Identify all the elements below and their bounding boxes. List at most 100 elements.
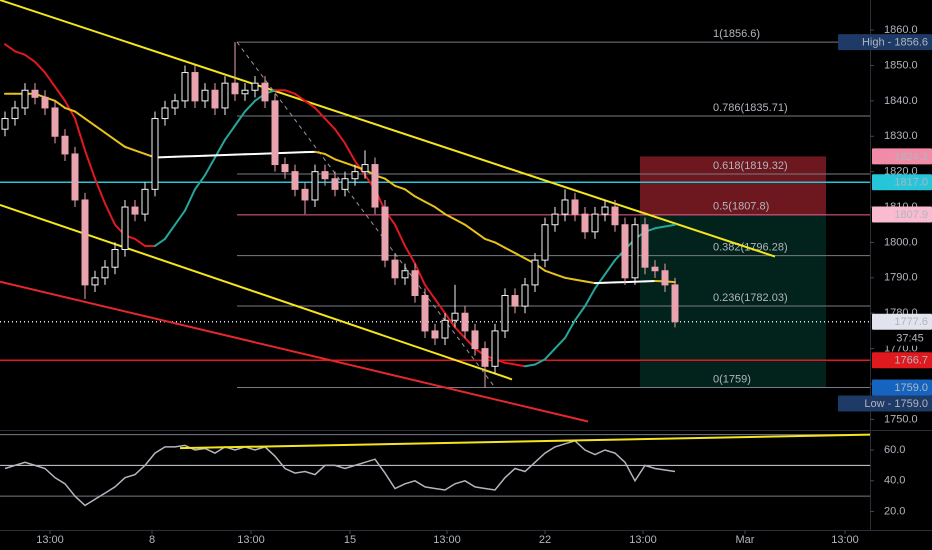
candle-body [391,259,399,279]
candle-body [551,213,559,226]
countdown-tag [872,330,932,346]
moving-average-segment [654,225,666,230]
candle-body [201,89,209,102]
candle-body [71,153,79,201]
candle-body [601,206,609,215]
moving-average-segment [574,278,586,283]
moving-average-segment [454,218,466,226]
moving-average-segment [244,99,256,113]
candle-body [441,319,449,339]
moving-average-segment [24,53,36,63]
moving-average-segment [554,273,566,279]
moving-average-segment [444,213,456,221]
moving-average-segment [54,85,66,102]
moving-average-segment [494,241,506,249]
fib-label: 0.5(1807.8) [713,201,769,213]
moving-average-segment [84,117,96,127]
moving-average-segment [304,99,316,109]
moving-average-segment [74,110,86,120]
moving-average-segment [174,209,186,226]
candle-body [661,270,669,286]
candle-body [81,199,89,286]
price-tag [872,174,932,191]
rsi-y-tick-label: 40.0 [884,475,905,487]
candle-body [561,199,569,215]
price-tag-label: 1777.6 [894,316,928,328]
moving-average-segment [504,361,516,366]
candle-body [411,270,419,297]
moving-average-segment [334,158,346,164]
price-tag-label: 1807.9 [894,209,928,221]
moving-average-segment [204,156,216,177]
trendline [0,0,776,258]
candle-body [471,330,479,350]
moving-average-segment [394,223,406,247]
candle-body [401,270,409,279]
moving-average-segment [514,363,526,368]
moving-average-segment [424,200,436,209]
price-tag [872,379,932,396]
candle-body [171,100,179,109]
price-tag-label: 1759.0 [894,382,928,394]
y-tick-label: 1750.0 [884,413,918,425]
fib-label: 0.236(1782.03) [713,292,788,304]
candle-body [531,259,539,286]
moving-average-segment [124,145,136,152]
moving-average-segment [314,106,326,120]
moving-average-segment [524,363,536,368]
moving-average-segment [544,347,556,361]
moving-average-segment [84,149,96,180]
moving-average-segment [234,110,246,127]
moving-average-segment [154,237,166,247]
candle-body [581,213,589,233]
candle-body [121,206,129,251]
y-tick-label: 1830.0 [884,130,918,142]
candle-body [571,199,579,215]
y-tick-label: 1840.0 [884,95,918,107]
x-tick-label: 13:00 [237,534,265,546]
candle-body [311,171,319,201]
moving-average-segment [604,259,616,276]
candle-body [481,348,489,367]
price-tag-label: 1817.0 [894,177,928,189]
x-tick-label: 13:00 [831,534,859,546]
price-tag-label: 1766.7 [894,355,928,367]
y-tick-label: 1850.0 [884,59,918,71]
price-tag [872,148,932,165]
moving-average-segment [444,312,456,329]
x-tick-label: 13:00 [36,534,64,546]
candle-body [421,295,429,332]
candle-body [131,206,139,215]
moving-average-segment [314,150,326,155]
price-tag [838,34,932,51]
candle-body [621,224,629,279]
candle-body [511,295,519,307]
moving-average-segment [64,106,76,113]
moving-average-segment [584,280,596,285]
moving-average-segment [564,276,576,281]
countdown-label: 37:45 [896,333,924,345]
candle-body [461,312,469,332]
moving-average-segment [464,223,476,233]
fib-label: 0(1759) [713,373,751,385]
moving-average-segment [574,305,586,322]
candle-body [331,178,339,190]
moving-average-segment [94,177,106,205]
moving-average-segment [434,298,446,315]
candle-body [321,171,329,180]
candle-body [371,164,379,208]
candle-body [141,188,149,215]
candle-body [341,178,349,190]
candle-body [51,107,59,137]
candle-body [111,249,119,268]
moving-average-segment [224,124,236,141]
y-tick-label: 1790.0 [884,272,918,284]
x-tick-label: 15 [344,534,356,546]
x-tick-label: 13:00 [433,534,461,546]
price-tag [838,395,932,412]
position-loss-zone [640,156,826,215]
moving-average-segment [584,287,596,308]
price-tag [872,313,932,330]
